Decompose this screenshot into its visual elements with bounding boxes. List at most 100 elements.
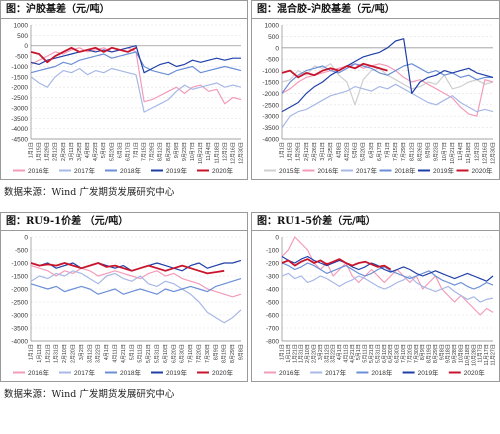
x-tick-label: 11月17日	[483, 344, 490, 366]
chart-svg: 1000 500 0 -500 -1000 -1500 -2000 -2500 -3000 -35…	[262, 23, 496, 176]
x-tick-label: 5月11日	[362, 344, 369, 363]
y-tick-label: -2500	[11, 300, 28, 307]
x-tick-label: 4月1日	[336, 344, 343, 360]
x-tick-label: 3月12日	[323, 344, 330, 363]
x-tick-label: 2月26日	[311, 142, 318, 161]
legend-label: 2016年	[318, 166, 339, 175]
x-tick-label: 7月20日	[196, 344, 203, 363]
chart-title: 图：混合胶-沪胶基差（元/吨）	[252, 1, 499, 19]
x-tick-label: 8月26日	[165, 142, 172, 161]
x-tick-label: 7月29日	[149, 142, 156, 161]
x-tick-label: 12月2日	[473, 142, 480, 161]
x-tick-label: 8月12日	[408, 142, 415, 161]
x-tick-label: 7月15日	[141, 142, 148, 161]
x-tick-label: 12月16日	[481, 142, 488, 164]
x-tick-label: 6月20日	[387, 344, 394, 363]
x-tick-label: 6月10日	[162, 344, 169, 363]
y-tick-label: -400	[266, 287, 279, 294]
y-tick-label: 1000	[265, 23, 280, 30]
legend-label: 2016年	[28, 368, 49, 377]
series-line	[30, 265, 242, 298]
x-tick-label: 5月31日	[374, 344, 381, 363]
y-tick-label: -2500	[11, 95, 28, 102]
x-tick-label: 8月9日	[419, 344, 426, 360]
y-tick-label: -3000	[11, 105, 28, 112]
source-note-top: 数据来源：Wind 广发期货发展研究中心	[4, 187, 175, 198]
x-tick-label: 4月11日	[342, 344, 349, 363]
y-tick-label: -4500	[11, 137, 28, 144]
legend-label: 2019年	[433, 166, 454, 175]
x-tick-label: 5月1日	[128, 344, 135, 360]
x-tick-label: 6月3日	[116, 142, 123, 158]
x-tick-label: 9月28日	[451, 344, 458, 363]
series-line	[30, 45, 241, 74]
legend-label: 2019年	[418, 368, 439, 377]
x-tick-label: 4月22日	[92, 142, 99, 161]
legend-label: 2017年	[325, 368, 346, 377]
source-note-bottom: 数据来源：Wind 广发期货发展研究中心	[4, 389, 175, 400]
x-tick-label: 4月22日	[343, 142, 350, 161]
x-tick-label: 9月8日	[238, 344, 245, 360]
x-tick-label: 2月20日	[70, 344, 77, 363]
x-tick-label: 7月20日	[406, 344, 413, 363]
legend-label: 2016年	[279, 368, 300, 377]
y-tick-label: 1000	[14, 23, 29, 30]
chart-panel-2: 图：混合胶-沪胶基差（元/吨） 1000 500 0 -500 -1000 -1500 -2…	[251, 0, 500, 180]
y-tick-label: -4000	[11, 339, 28, 346]
x-tick-label: 1月11日	[285, 344, 292, 363]
series-line	[281, 62, 388, 79]
x-tick-label: 7月29日	[400, 142, 407, 161]
legend-label: 2017年	[74, 166, 95, 175]
y-tick-label: -200	[266, 261, 279, 268]
y-tick-label: 500	[268, 34, 279, 41]
x-tick-label: 2月20日	[310, 344, 317, 363]
x-tick-label: 11月18日	[465, 142, 472, 164]
x-tick-label: 1月21日	[291, 344, 298, 363]
y-tick-label: -2000	[11, 287, 28, 294]
legend-label: 2016年	[28, 166, 49, 175]
series-line	[30, 67, 242, 113]
y-tick-label: 0	[24, 43, 28, 50]
legend-label: 2017年	[356, 166, 377, 175]
x-tick-label: 1月1日	[28, 344, 35, 360]
x-tick-label: 9月18日	[445, 344, 452, 363]
legend-label: 2020年	[212, 166, 233, 175]
x-tick-label: 1月29日	[295, 142, 302, 161]
series-line	[281, 63, 494, 117]
x-tick-label: 9月23日	[181, 142, 188, 161]
x-tick-label: 9月23日	[433, 142, 440, 161]
x-tick-label: 7月15日	[392, 142, 399, 161]
y-tick-label: -3000	[11, 313, 28, 320]
legend-label: 2019年	[166, 166, 187, 175]
x-tick-label: 4月1日	[103, 344, 110, 360]
y-tick-label: -800	[266, 339, 279, 346]
x-tick-label: 7月1日	[133, 142, 140, 158]
x-tick-label: 6月3日	[368, 142, 375, 158]
series-line	[281, 262, 494, 290]
legend-label: 2018年	[395, 166, 416, 175]
x-tick-label: 3月25日	[327, 142, 334, 161]
x-tick-label: 10月7日	[189, 142, 196, 161]
x-tick-label: 3月12日	[86, 344, 93, 363]
x-tick-label: 11月27日	[490, 344, 497, 366]
legend-label: 2020年	[464, 368, 485, 377]
series-line	[30, 270, 242, 324]
x-tick-label: 5月6日	[352, 142, 359, 158]
x-tick-label: 7月1日	[384, 142, 391, 158]
y-tick-label: -1500	[262, 80, 279, 87]
x-tick-label: 5月11日	[137, 344, 144, 363]
series-line	[281, 83, 494, 128]
x-tick-label: 9月9日	[425, 142, 432, 158]
x-tick-label: 7月30日	[204, 344, 211, 363]
y-tick-label: -1500	[11, 274, 28, 281]
x-tick-label: 2月10日	[61, 344, 68, 363]
chart-svg: 0 -500 -1000 -1500 -2000 -2500 -3000 -3500 -4000…	[11, 235, 245, 378]
x-tick-label: 9月9日	[173, 142, 180, 158]
x-tick-label: 8月19日	[426, 344, 433, 363]
chart-panel-3: 图：RU9-1价差 （元/吨） 0 -500 -1000 -1500 -2000 -250…	[0, 212, 248, 382]
series-line	[30, 46, 137, 64]
x-tick-label: 8月19日	[221, 344, 228, 363]
y-tick-label: -2500	[262, 102, 279, 109]
y-tick-label: -1500	[11, 74, 28, 81]
